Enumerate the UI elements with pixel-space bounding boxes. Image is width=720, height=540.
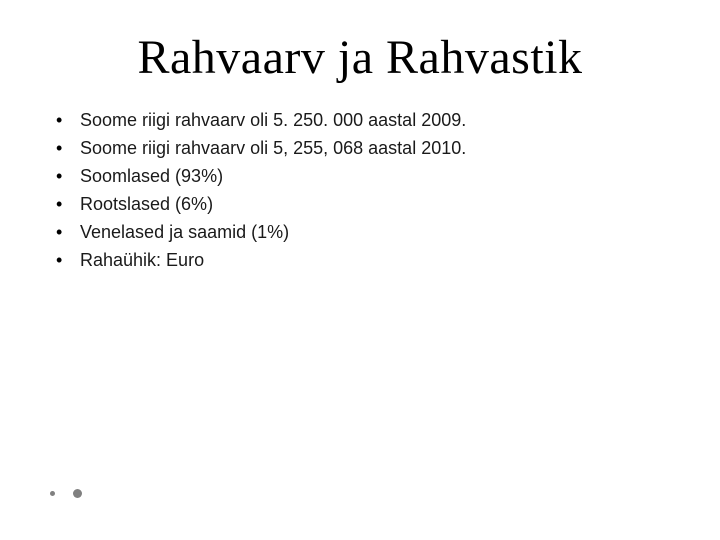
bullet-text: Venelased ja saamid (1%) [80,219,670,245]
bullet-icon: • [56,135,80,161]
dot-icon [50,491,55,496]
bullet-text: Rootslased (6%) [80,191,670,217]
bullet-icon: • [56,219,80,245]
footer-accent [50,489,82,498]
dot-icon [73,489,82,498]
bullet-icon: • [56,191,80,217]
list-item: • Soome riigi rahvaarv oli 5, 255, 068 a… [56,135,670,161]
bullet-text: Soome riigi rahvaarv oli 5, 255, 068 aas… [80,135,670,161]
bullet-list: • Soome riigi rahvaarv oli 5. 250. 000 a… [50,107,670,274]
list-item: • Rootslased (6%) [56,191,670,217]
slide: Rahvaarv ja Rahvastik • Soome riigi rahv… [0,0,720,540]
list-item: • Venelased ja saamid (1%) [56,219,670,245]
bullet-text: Soomlased (93%) [80,163,670,189]
bullet-icon: • [56,247,80,273]
bullet-text: Soome riigi rahvaarv oli 5. 250. 000 aas… [80,107,670,133]
bullet-text: Rahaühik: Euro [80,247,670,273]
list-item: • Soomlased (93%) [56,163,670,189]
list-item: • Rahaühik: Euro [56,247,670,273]
list-item: • Soome riigi rahvaarv oli 5. 250. 000 a… [56,107,670,133]
bullet-icon: • [56,163,80,189]
slide-title: Rahvaarv ja Rahvastik [50,30,670,85]
bullet-icon: • [56,107,80,133]
